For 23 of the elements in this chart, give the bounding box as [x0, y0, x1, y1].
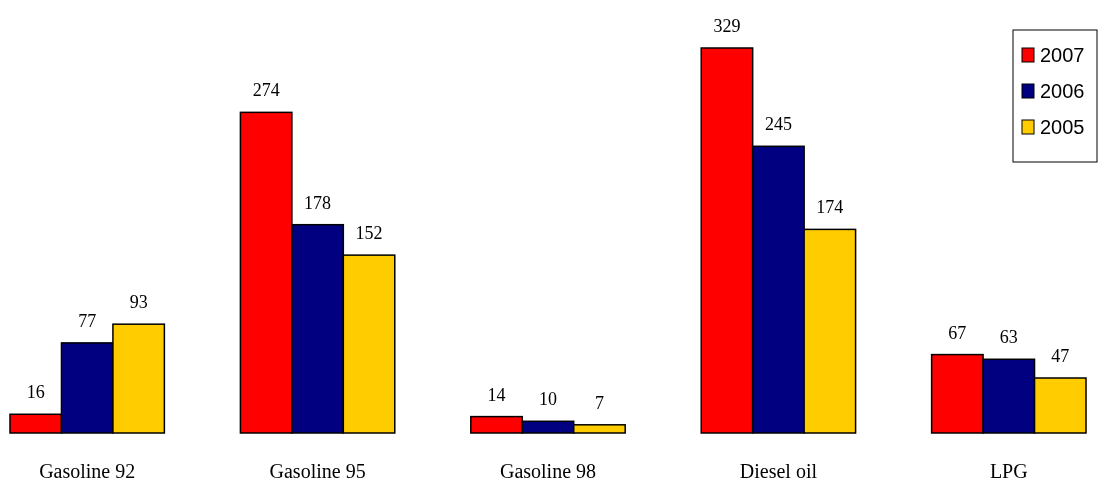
data-label: 14 [487, 384, 506, 405]
legend-label: 2007 [1040, 44, 1085, 66]
legend-label: 2006 [1040, 80, 1085, 102]
data-label: 77 [78, 310, 97, 331]
data-label: 16 [26, 382, 45, 403]
data-label: 245 [764, 114, 792, 135]
data-label: 274 [252, 80, 280, 101]
data-label: 7 [594, 392, 604, 413]
data-label: 178 [304, 192, 332, 213]
data-label: 174 [816, 197, 844, 218]
x-tick-label: Gasoline 95 [269, 460, 366, 482]
data-label: 10 [539, 389, 557, 410]
data-label: 47 [1051, 346, 1070, 366]
legend-label: 2005 [1040, 116, 1085, 138]
x-tick-label: LPG [989, 460, 1028, 482]
data-label: 63 [999, 327, 1018, 348]
data-label: 152 [355, 223, 383, 244]
data-label: 329 [713, 16, 741, 36]
x-tick-label: Diesel oil [739, 460, 818, 482]
data-label: 93 [129, 292, 148, 313]
x-tick-label: Gasoline 98 [499, 460, 597, 482]
x-tick-label: Gasoline 92 [39, 460, 136, 482]
data-label: 67 [948, 322, 967, 343]
